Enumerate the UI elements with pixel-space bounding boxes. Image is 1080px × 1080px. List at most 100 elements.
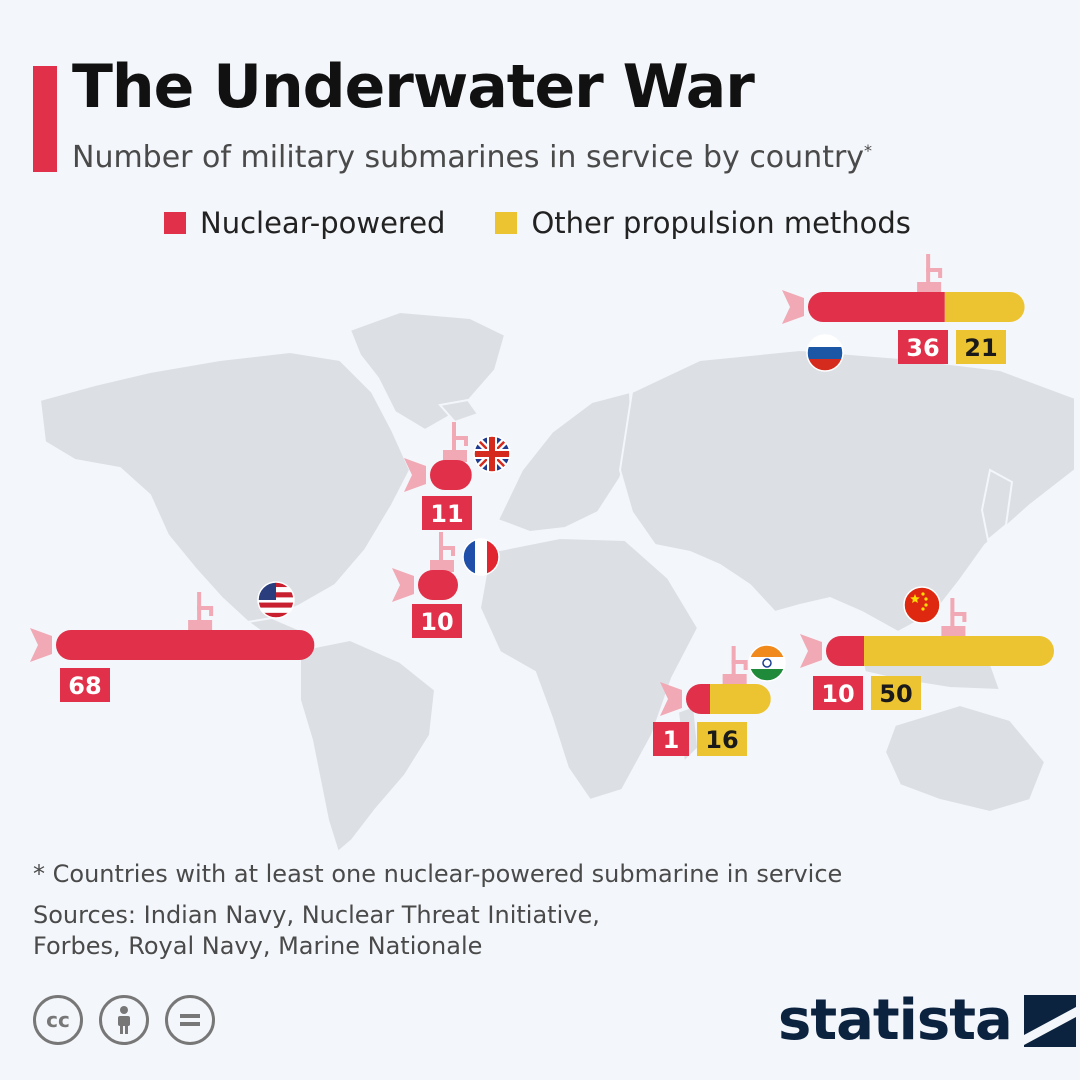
- flag-stripe: [258, 612, 294, 618]
- submarine-tower: [917, 282, 942, 294]
- uk-flag-icon-rim: [473, 435, 511, 473]
- data-label-nuclear-box: [813, 676, 863, 710]
- data-label-other: 16: [705, 726, 738, 754]
- legend-item-nuclear: Nuclear-powered: [164, 206, 445, 240]
- submarine-periscope-tip: [938, 268, 943, 278]
- map-asia: [618, 348, 1076, 634]
- uk-flag-icon-body: [474, 436, 510, 472]
- legend: Nuclear-powered Other propulsion methods: [164, 206, 961, 240]
- submarine-periscope-tip: [463, 436, 468, 446]
- bar-nuclear: [808, 292, 945, 322]
- submarine-hull: [808, 292, 1025, 322]
- russia-flag-icon-rim: [806, 334, 844, 372]
- bar-nuclear: [826, 636, 864, 666]
- india-flag-icon: [748, 644, 786, 682]
- legend-item-other: Other propulsion methods: [495, 206, 911, 240]
- flag-stripe: [475, 539, 487, 575]
- flag-stripe: [258, 602, 294, 608]
- data-label-other-box: [956, 330, 1006, 364]
- accent-bar: [33, 66, 57, 172]
- chart-subtitle: Number of military submarines in service…: [72, 140, 872, 175]
- data-label-nuclear: 68: [68, 672, 101, 700]
- submarine-hull: [430, 460, 472, 490]
- bar-nuclear: [418, 570, 458, 600]
- bar-nuclear: [56, 630, 315, 660]
- submarine-tail: [660, 682, 682, 716]
- india-flag-icon-rim: [748, 644, 786, 682]
- china-flag-icon: [903, 586, 941, 624]
- submarine-tail: [30, 628, 52, 662]
- cc-icon[interactable]: cc: [33, 995, 83, 1045]
- flag-wheel: [762, 658, 772, 668]
- data-label-nuclear-box: [422, 496, 472, 530]
- submarine-periscope-arm: [197, 606, 212, 610]
- legend-label-other: Other propulsion methods: [531, 206, 911, 240]
- submarines-layer: 36 21 11 10 68 1 16 10 50: [30, 254, 1054, 756]
- bar-other: [864, 636, 1054, 666]
- data-label-other-box: [697, 722, 747, 756]
- submarine-periscope-tip: [451, 546, 455, 556]
- map-australia: [883, 703, 1047, 814]
- flag-star: [921, 607, 925, 611]
- flag-star: [924, 603, 928, 607]
- legend-label-nuclear: Nuclear-powered: [200, 206, 446, 240]
- flag-cross: [474, 451, 510, 457]
- submarine-russia: 36 21: [782, 254, 1025, 372]
- usa-flag-icon-rim: [257, 581, 295, 619]
- data-label-nuclear-box: [60, 668, 110, 702]
- statista-brand[interactable]: statista: [778, 988, 1076, 1053]
- statista-logo-icon: [1023, 994, 1076, 1047]
- data-label-other-box: [871, 676, 921, 710]
- attribution-icon[interactable]: [99, 995, 149, 1045]
- license-icons: cc: [33, 995, 215, 1045]
- no-derivatives-icon[interactable]: [165, 995, 215, 1045]
- submarine-tail: [392, 568, 414, 602]
- flag-star: [924, 597, 928, 601]
- usa-flag-icon: [257, 581, 295, 619]
- submarine-tail: [800, 634, 822, 668]
- legend-swatch-nuclear: [164, 212, 186, 234]
- subtitle-text: Number of military submarines in service…: [72, 140, 865, 175]
- flag-stripe: [807, 347, 843, 359]
- submarine-tower: [442, 450, 467, 462]
- sources: Sources: Indian Navy, Nuclear Threat Ini…: [33, 901, 600, 960]
- submarine-periscope-tip: [209, 606, 214, 616]
- data-label-nuclear: 36: [906, 334, 939, 362]
- flag-stripe: [749, 657, 785, 669]
- submarine-periscope-arm: [950, 612, 965, 616]
- brand-name: statista: [778, 988, 1013, 1053]
- russia-flag-icon: [806, 334, 844, 372]
- submarine-periscope-tip: [743, 660, 748, 670]
- legend-swatch-other: [495, 212, 518, 234]
- submarine-periscope-arm: [451, 436, 466, 440]
- submarine-periscope-tip: [962, 612, 967, 622]
- submarine-france: 10: [392, 532, 500, 638]
- submarine-hull: [56, 630, 315, 660]
- submarine-tail: [404, 458, 426, 492]
- submarine-periscope-arm: [439, 546, 453, 550]
- bar-other: [944, 292, 1025, 322]
- data-label-other: 21: [964, 334, 997, 362]
- data-label-nuclear-box: [898, 330, 948, 364]
- submarine-china: 10 50: [800, 586, 1054, 710]
- world-map: [38, 310, 1076, 854]
- footnote: * Countries with at least one nuclear-po…: [33, 860, 843, 888]
- submarine-hull: [418, 570, 458, 600]
- submarine-tower: [941, 626, 966, 638]
- france-flag-icon-rim: [462, 538, 500, 576]
- data-label-nuclear: 10: [420, 608, 453, 636]
- bar-other: [710, 684, 771, 714]
- chart-title: The Underwater War: [72, 52, 755, 122]
- subtitle-footnote-mark: *: [864, 141, 873, 160]
- submarine-tail: [782, 290, 804, 324]
- china-flag-icon-body: [904, 587, 940, 623]
- flag-star: [910, 594, 920, 603]
- submarine-hull: [686, 684, 771, 714]
- submarine-periscope-arm: [731, 660, 746, 664]
- map-europe: [496, 390, 634, 534]
- map-japan: [980, 468, 1014, 542]
- map-africa: [478, 536, 700, 802]
- submarine-tower: [722, 674, 747, 686]
- submarine-tower: [188, 620, 213, 632]
